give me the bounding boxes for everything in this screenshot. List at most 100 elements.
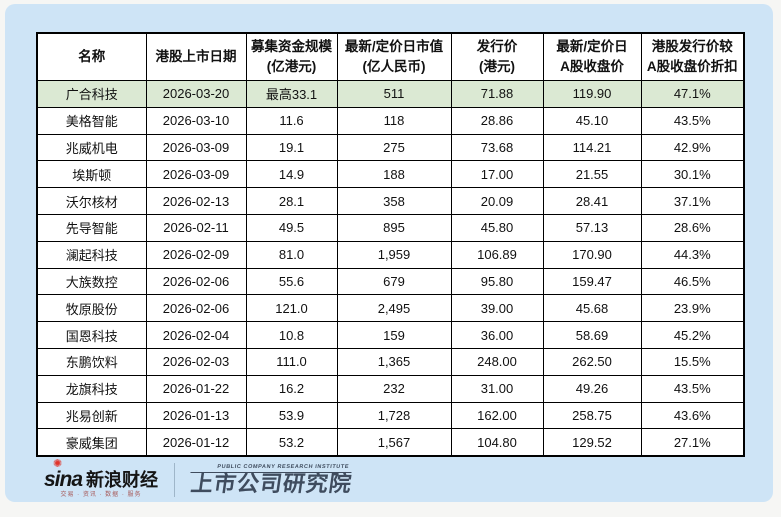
column-header: 名称 — [36, 32, 147, 81]
table-cell: 1,728 — [336, 401, 452, 430]
table-row: 国恩科技 2026-02-04 10.8 159 36.00 58.69 45.2% — [36, 321, 745, 349]
table-cell: 57.13 — [542, 213, 642, 242]
table-cell: 20.09 — [450, 187, 544, 215]
table-cell: 358 — [336, 187, 452, 215]
table-row: 美格智能 2026-03-10 11.6 118 28.86 45.10 43.5% — [36, 106, 745, 135]
table-cell: 2026-03-20 — [145, 80, 247, 108]
table-cell: 兆易创新 — [36, 401, 147, 430]
research-institute-logo: PUBLIC COMPANY RESEARCH INSTITUTE 上市公司研究… — [189, 464, 354, 497]
table-cell: 1,959 — [336, 240, 452, 269]
table-cell: 国恩科技 — [36, 321, 147, 349]
table-cell: 美格智能 — [36, 106, 147, 135]
institute-name-zh: 上市公司研究院 — [189, 471, 354, 497]
table-cell: 42.9% — [640, 133, 745, 162]
sina-brand-text: sina — [44, 467, 83, 491]
table-cell: 27.1% — [640, 428, 745, 457]
table-cell: 118 — [336, 106, 452, 135]
table-cell: 511 — [336, 80, 452, 108]
table-cell: 232 — [336, 374, 452, 403]
table-row: 广合科技 2026-03-20 最高33.1 511 71.88 119.90 47.1% — [36, 80, 745, 108]
table-cell: 45.68 — [542, 294, 642, 323]
table-cell: 21.55 — [542, 160, 642, 189]
table-cell: 43.6% — [640, 401, 745, 430]
sina-finance-name: 新浪财经 — [86, 469, 159, 490]
table-cell: 沃尔核材 — [36, 187, 147, 215]
table-cell: 119.90 — [542, 80, 642, 108]
table-row: 豪威集团 2026-01-12 53.2 1,567 104.80 129.52 27.1% — [36, 428, 745, 457]
sina-tagline: 交易 · 资讯 · 数据 · 服务 — [60, 491, 142, 498]
table-row: 龙旗科技 2026-01-22 16.2 232 31.00 49.26 43.5% — [36, 374, 745, 403]
table-cell: 45.10 — [542, 106, 642, 135]
table-cell: 39.00 — [450, 294, 544, 323]
table-cell: 2026-03-09 — [145, 133, 247, 162]
table-cell: 2026-02-03 — [145, 347, 247, 376]
table-cell: 28.1 — [245, 187, 338, 215]
table-cell: 28.41 — [542, 187, 642, 215]
table-cell: 2026-02-13 — [145, 187, 247, 215]
table-cell: 2026-03-10 — [145, 106, 247, 135]
table-cell: 15.5% — [640, 347, 745, 376]
table-cell: 262.50 — [542, 347, 642, 376]
table-cell: 28.6% — [640, 213, 745, 242]
column-header: 最新/定价日市值 (亿人民币) — [336, 32, 452, 81]
table-cell: 澜起科技 — [36, 240, 147, 269]
footer-logos: ✺ sina 新浪财经 交易 · 资讯 · 数据 · 服务 PUBLIC COMP… — [44, 457, 354, 503]
table-cell: 55.6 — [245, 267, 338, 296]
table-cell: 121.0 — [245, 294, 338, 323]
table-cell: 豪威集团 — [36, 428, 147, 457]
table-cell: 兆威机电 — [36, 133, 147, 162]
table-cell: 14.9 — [245, 160, 338, 189]
table-cell: 16.2 — [245, 374, 338, 403]
table-cell: 2026-01-22 — [145, 374, 247, 403]
table-cell: 162.00 — [450, 401, 544, 430]
table-cell: 36.00 — [450, 321, 544, 349]
table-cell: 44.3% — [640, 240, 745, 269]
sina-finance-logo: ✺ sina 新浪财经 交易 · 资讯 · 数据 · 服务 — [44, 458, 159, 498]
column-header: 发行价 (港元) — [450, 32, 544, 81]
table-cell: 53.2 — [245, 428, 338, 457]
column-header: 港股上市日期 — [145, 32, 247, 81]
table-cell: 49.5 — [245, 213, 338, 242]
table-cell: 895 — [336, 213, 452, 242]
table-cell: 19.1 — [245, 133, 338, 162]
table-cell: 17.00 — [450, 160, 544, 189]
table-cell: 2026-02-11 — [145, 213, 247, 242]
table-cell: 埃斯顿 — [36, 160, 147, 189]
table-cell: 大族数控 — [36, 267, 147, 296]
table-cell: 1,365 — [336, 347, 452, 376]
table-cell: 1,567 — [336, 428, 452, 457]
table-cell: 31.00 — [450, 374, 544, 403]
table-row: 先导智能 2026-02-11 49.5 895 45.80 57.13 28.6% — [36, 213, 745, 242]
table-row: 兆威机电 2026-03-09 19.1 275 73.68 114.21 42.9% — [36, 133, 745, 162]
table-row: 东鹏饮料 2026-02-03 111.0 1,365 248.00 262.50 15.5… — [36, 347, 745, 376]
table-cell: 170.90 — [542, 240, 642, 269]
table-cell: 106.89 — [450, 240, 544, 269]
table-cell: 2026-03-09 — [145, 160, 247, 189]
table-cell: 258.75 — [542, 401, 642, 430]
table-row: 大族数控 2026-02-06 55.6 679 95.80 159.47 46.5% — [36, 267, 745, 296]
table-cell: 先导智能 — [36, 213, 147, 242]
table-cell: 45.80 — [450, 213, 544, 242]
table-header-row: 名称 港股上市日期 募集资金规模 (亿港元) 最新/定价日市值 (亿人民币) 发行价 (… — [36, 32, 745, 81]
table-cell: 2026-02-06 — [145, 267, 247, 296]
table-row: 兆易创新 2026-01-13 53.9 1,728 162.00 258.75 43.6% — [36, 401, 745, 430]
table-cell: 275 — [336, 133, 452, 162]
table-cell: 73.68 — [450, 133, 544, 162]
table-cell: 45.2% — [640, 321, 745, 349]
table-cell: 东鹏饮料 — [36, 347, 147, 376]
table-cell: 2026-02-06 — [145, 294, 247, 323]
table-cell: 47.1% — [640, 80, 745, 108]
table-cell: 49.26 — [542, 374, 642, 403]
table-cell: 248.00 — [450, 347, 544, 376]
table-cell: 10.8 — [245, 321, 338, 349]
table-cell: 53.9 — [245, 401, 338, 430]
table-cell: 23.9% — [640, 294, 745, 323]
table-row: 澜起科技 2026-02-09 81.0 1,959 106.89 170.90 44.3% — [36, 240, 745, 269]
table-cell: 129.52 — [542, 428, 642, 457]
table-cell: 广合科技 — [36, 80, 147, 108]
table-cell: 2026-02-04 — [145, 321, 247, 349]
table-cell: 114.21 — [542, 133, 642, 162]
table-cell: 11.6 — [245, 106, 338, 135]
table-cell: 188 — [336, 160, 452, 189]
table-cell: 95.80 — [450, 267, 544, 296]
